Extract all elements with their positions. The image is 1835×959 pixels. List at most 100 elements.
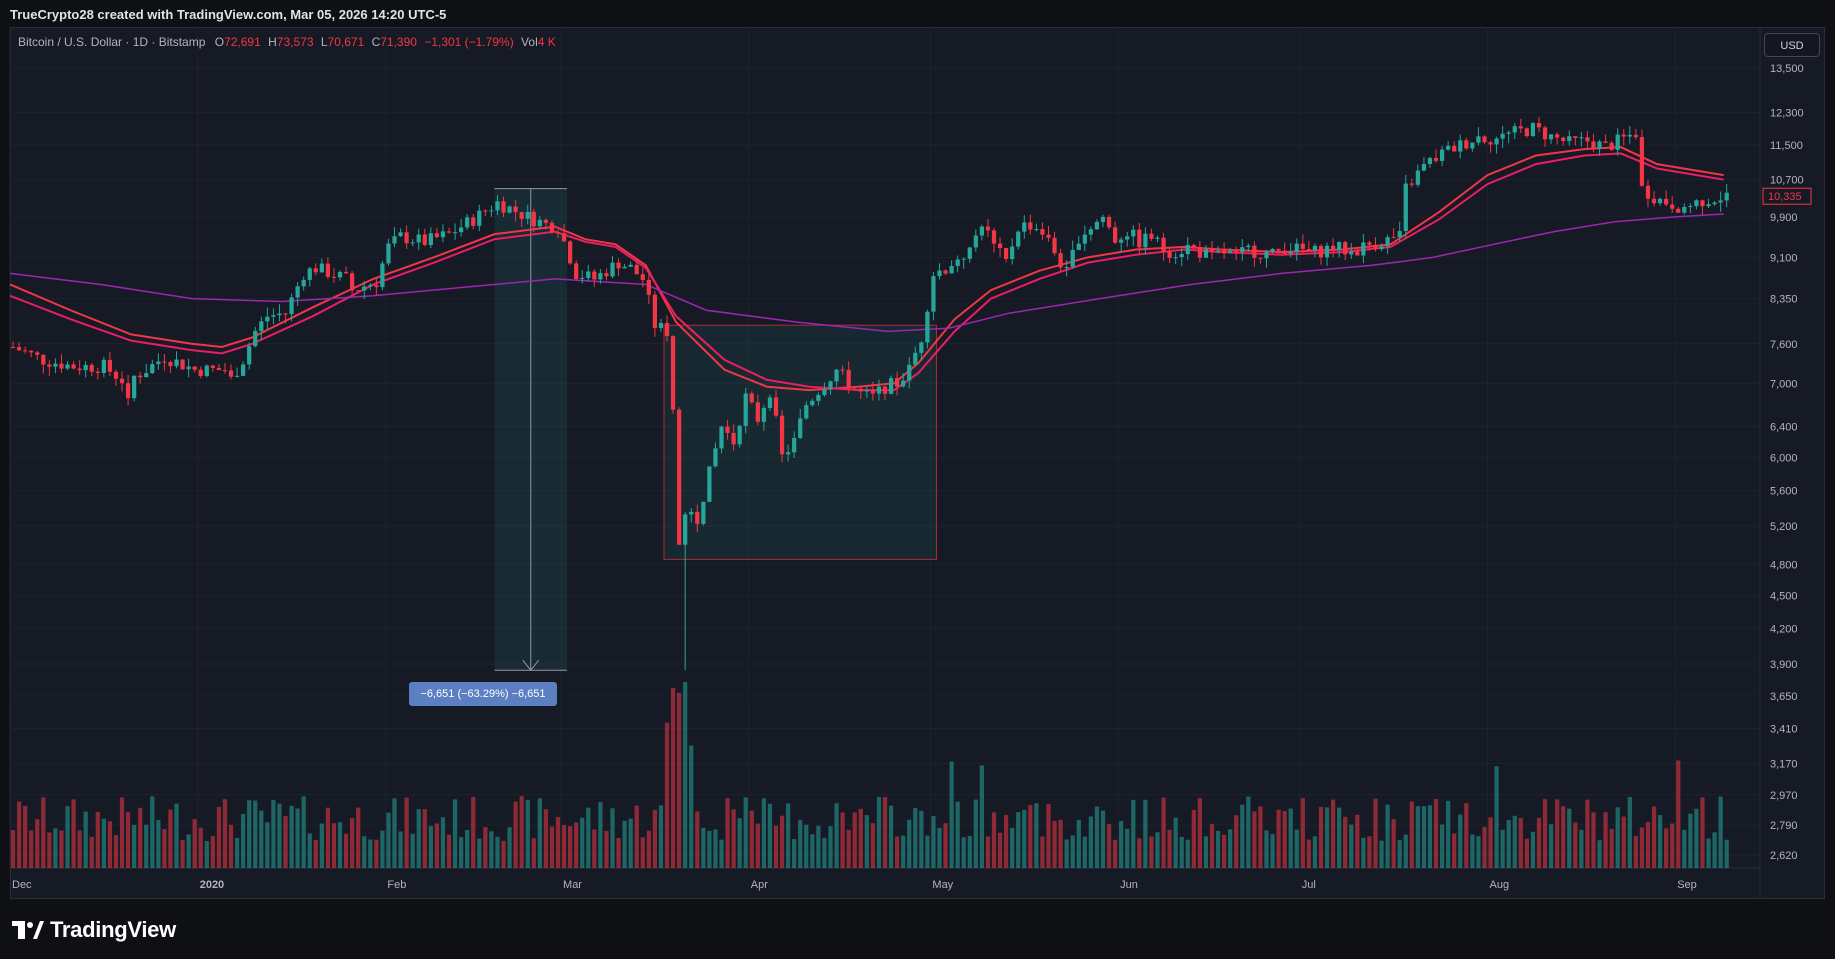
volume-bar [1058, 819, 1063, 868]
volume-bar [525, 799, 530, 868]
volume-bar [1615, 807, 1620, 868]
chart-panel[interactable] [10, 27, 1825, 899]
volume-bar [101, 818, 106, 868]
candle-body [307, 268, 312, 280]
candle-body [1706, 204, 1711, 207]
volume-bar [864, 815, 869, 868]
volume-bar [991, 812, 997, 868]
candle-body [949, 265, 954, 274]
volume-bar [1409, 801, 1414, 868]
volume-bar [1070, 835, 1075, 868]
measure-arrow-head [522, 659, 540, 672]
candle-body [1409, 183, 1414, 185]
candle-body [537, 219, 542, 227]
volume-bar [1657, 815, 1663, 868]
candle-body [1143, 233, 1148, 248]
candle-body [1022, 222, 1027, 232]
candle-body [380, 263, 385, 288]
candle-body [23, 350, 28, 352]
candle-body [555, 232, 561, 234]
candle-body [16, 347, 22, 351]
candle-body [1458, 140, 1463, 152]
candle-body [101, 359, 106, 373]
volume-bar [1500, 829, 1505, 868]
volume-bar [1621, 816, 1626, 868]
volume-bar [180, 840, 185, 868]
candle-body [1470, 142, 1475, 149]
volume-bar [828, 826, 833, 868]
volume-bar [1597, 840, 1602, 868]
volume-bar [1446, 800, 1451, 868]
volume-bar [1076, 819, 1081, 868]
candle-body [598, 273, 603, 280]
candle-body [1591, 141, 1596, 149]
candle-body [1500, 133, 1505, 139]
volume-bar [1458, 814, 1463, 868]
candle-body [1603, 141, 1608, 143]
candle-body [725, 426, 730, 433]
candle-body [113, 371, 119, 379]
currency-button[interactable]: USD [1764, 33, 1820, 57]
candle-body [519, 212, 524, 219]
volume-bar [610, 808, 615, 868]
candle-body [319, 263, 324, 273]
volume-bar [798, 819, 803, 868]
candle-body [1439, 149, 1445, 161]
candle-body [428, 233, 433, 245]
candle-body [586, 271, 591, 278]
change-value: −1,301 (−1.79%) [424, 35, 514, 49]
volume-bar [259, 810, 264, 868]
candle-body [1028, 222, 1033, 230]
price-axis-label: 3,900 [1770, 659, 1798, 671]
volume-bar [1645, 821, 1651, 868]
volume-bar [701, 827, 706, 868]
volume-bar [125, 812, 131, 868]
volume-bar [1191, 809, 1196, 868]
volume-bar [537, 798, 542, 868]
candle-body [1542, 127, 1548, 140]
candle-body [241, 364, 246, 376]
price-axis-label: 3,650 [1770, 691, 1798, 703]
candle-body [1476, 136, 1481, 143]
volume-bar [1361, 837, 1366, 868]
candle-body [816, 394, 821, 401]
volume-bar [1433, 798, 1439, 868]
candle-body [1361, 242, 1366, 256]
candle-body [1446, 145, 1451, 150]
volume-bar [1112, 839, 1118, 868]
candle-body [71, 364, 76, 369]
candle-body [1088, 229, 1094, 235]
moving-average-3 [9, 213, 1724, 333]
candle-body [265, 316, 270, 322]
candle-body [592, 271, 597, 280]
candle-body [386, 243, 391, 264]
candle-body [356, 290, 361, 292]
candle-body [882, 386, 888, 394]
candle-body [1627, 134, 1632, 137]
candle-body [1555, 134, 1560, 138]
volume-bar [459, 837, 464, 868]
volume-bar [495, 836, 500, 868]
last-price-label: 10,335 [1768, 191, 1802, 203]
volume-bar [1561, 806, 1566, 868]
candle-body [646, 279, 651, 295]
volume-bar [477, 838, 482, 868]
tradingview-logo[interactable]: TradingView [12, 917, 176, 943]
time-axis-label: Feb [387, 879, 406, 891]
candle-body [997, 243, 1003, 249]
candle-body [792, 437, 797, 453]
volume-bar [489, 831, 494, 868]
volume-bar [598, 802, 603, 868]
candle-body [1003, 248, 1009, 259]
candle-body [628, 264, 633, 267]
volume-bar [95, 811, 100, 868]
candle-body [89, 364, 94, 372]
price-chart[interactable]: 13,500 12,300 11,500 10,700 9,900 9,100 8,350 7… [0, 0, 1835, 899]
volume-bar [1324, 807, 1330, 868]
candle-body [489, 210, 494, 212]
volume-bar [234, 837, 240, 868]
close-value: 71,390 [380, 35, 417, 49]
candle-body [568, 241, 573, 264]
volume-bar [1294, 829, 1299, 868]
volume-bar [59, 830, 64, 868]
